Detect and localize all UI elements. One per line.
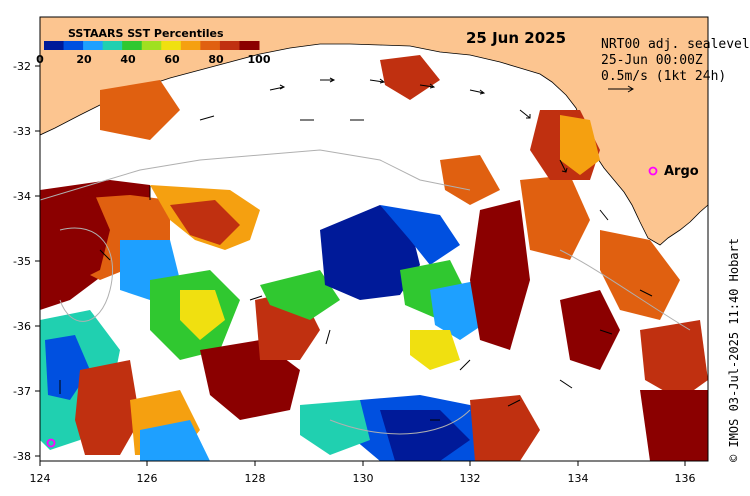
x-tick-label: 132 [460,472,481,485]
sst-patch [45,195,110,290]
current-arrow [199,115,215,121]
y-tick-label: -37 [13,385,31,398]
legend-tick-label: 80 [208,53,224,66]
sst-patch [300,400,370,455]
sst-patch [410,330,460,370]
imos-credit: © IMOS 03-Jul-2025 11:40 Hobart [727,238,741,462]
current-arrow [369,78,386,84]
current-arrow [459,359,471,371]
legend-swatch [161,41,182,50]
sst-patch [470,395,540,461]
legend-swatch [122,41,143,50]
current-arrow [599,209,609,221]
contour-line [559,249,691,331]
x-axis [39,461,686,466]
sst-patch [260,270,340,320]
legend-tick-label: 60 [164,53,180,66]
current-arrow [419,83,436,89]
x-tick-label: 136 [675,472,696,485]
info-vector-scale: 0.5m/s (1kt 24h) [601,69,726,84]
legend-swatch [63,41,84,50]
sst-patch [320,205,420,300]
x-tick-label: 130 [353,472,374,485]
current-vectors [59,77,653,421]
x-tick-label: 134 [568,472,589,485]
sst-patch [440,155,500,205]
legend-swatch [219,41,240,50]
y-tick-label: -33 [13,125,31,138]
sst-patch [470,200,530,350]
y-tick-label: -34 [13,190,31,203]
current-arrow [249,295,263,301]
x-tick-label: 124 [30,472,51,485]
legend-swatch [102,41,123,50]
legend-swatch [141,41,162,50]
info-sealevel-source: NRT00 adj. sealevel [601,37,750,52]
sst-patch [640,320,708,400]
legend-swatch [180,41,201,50]
y-tick-label: -38 [13,450,31,463]
contour-line [329,409,471,435]
y-tick-label: -36 [13,320,31,333]
current-arrow [269,84,286,91]
contour-line [59,227,114,322]
current-arrow [519,109,531,119]
sst-patch [380,55,440,100]
legend-tick-label: 0 [36,53,44,66]
current-arrow [507,399,521,407]
legend-swatch [239,41,260,50]
sst-patch [180,290,225,340]
current-arrow [469,89,486,95]
land-mass [40,17,708,246]
scale-arrow [608,85,634,93]
legend-swatch [200,41,221,50]
legend-swatch [83,41,104,50]
argo-float-marker[interactable] [46,438,56,448]
y-tick-label: -32 [13,60,31,73]
sst-patch [520,175,590,260]
sst-patch [140,420,210,461]
sst-patch [380,205,460,265]
contour-line [40,149,471,201]
argo-label: Argo [664,164,699,179]
legend-tick-label: 100 [248,53,271,66]
sst-patch [560,115,600,175]
sst-patch [170,200,240,245]
current-arrow [325,329,331,345]
sst-percentile-field [40,55,708,461]
legend-tick-label: 40 [120,53,136,66]
legend-tick-label: 20 [76,53,92,66]
current-arrow [320,77,336,83]
current-arrow [559,379,573,389]
sst-patch [380,410,470,461]
info-timestamp: 25-Jun 00:00Z [601,53,703,68]
sealevel-contours [40,149,691,435]
map-date-title: 25 Jun 2025 [466,29,566,47]
current-arrow [99,249,111,261]
sst-patch [640,390,708,461]
percentile-legend: SSTAARS SST Percentiles 0 20 40 60 80 10… [36,27,271,66]
argo-float-marker[interactable] [648,166,658,176]
legend-swatch [44,41,65,50]
sst-patch [100,80,180,140]
sst-patch [600,230,680,320]
x-tick-label: 128 [245,472,266,485]
plot-frame [39,16,709,462]
sst-patch [75,360,140,455]
current-arrow [599,329,613,335]
sst-patch [560,290,620,370]
legend-colorbar [44,41,260,50]
x-tick-label: 126 [137,472,158,485]
y-axis [35,65,40,457]
current-arrow [639,289,653,297]
current-arrow [559,159,568,173]
y-tick-label: -35 [13,255,31,268]
legend-title: SSTAARS SST Percentiles [68,27,224,40]
